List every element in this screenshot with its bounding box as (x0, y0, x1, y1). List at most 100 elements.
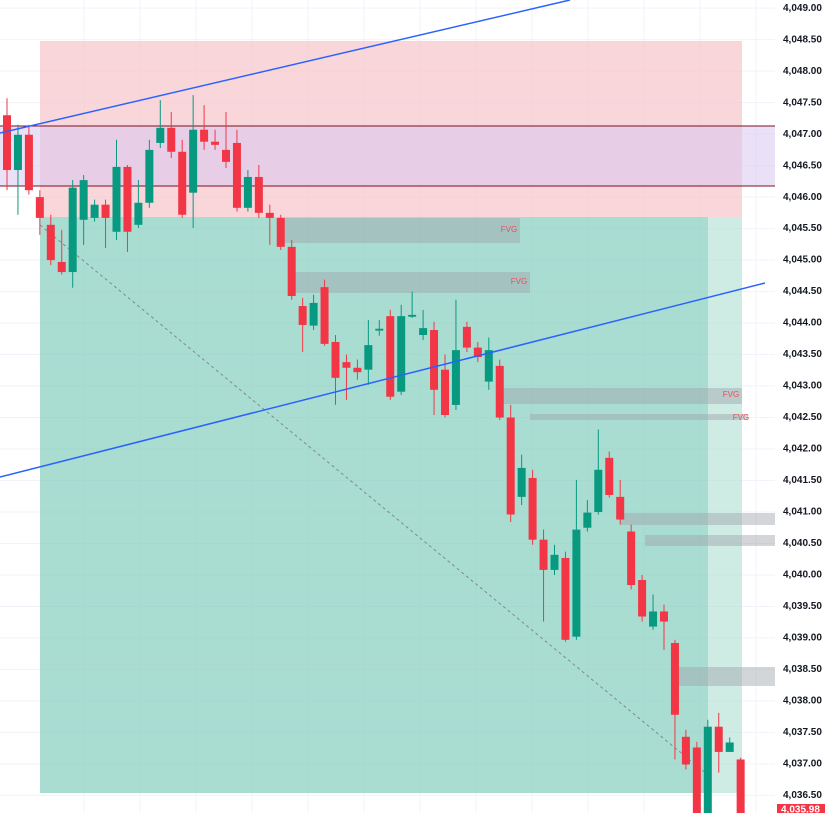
candle-body (167, 127, 176, 152)
target-zone (40, 217, 708, 793)
y-tick-label: 4,047.50 (783, 97, 822, 108)
candle-body (561, 557, 570, 640)
last-price-label: 4,035.98 (781, 805, 820, 813)
candle-body (451, 350, 460, 405)
candle-body (616, 496, 625, 520)
candle-body (495, 365, 504, 418)
candle-body (178, 151, 187, 215)
candle-body (386, 316, 395, 397)
y-tick-label: 4,045.50 (783, 223, 822, 234)
candle-body (375, 328, 384, 331)
candle-body (189, 129, 198, 193)
candle-body (123, 166, 132, 232)
candle-body (408, 314, 417, 317)
candle-body (714, 726, 723, 752)
y-tick-label: 4,043.50 (783, 349, 822, 360)
candle-body (725, 742, 734, 752)
y-tick-label: 4,040.50 (783, 538, 822, 549)
candle-body (276, 217, 285, 247)
y-tick-label: 4,042.50 (783, 412, 822, 423)
candle-body (342, 362, 351, 368)
candle-body (605, 457, 614, 495)
candle-body (627, 531, 636, 586)
candle-body (112, 166, 121, 232)
candle-body (134, 202, 143, 225)
fvg-label: FVG (723, 390, 739, 399)
candle-body (649, 611, 658, 627)
candle-body (222, 149, 230, 162)
candle-body (692, 747, 701, 813)
candle-body (473, 347, 482, 358)
candle-body (254, 176, 263, 213)
candles (3, 95, 745, 813)
candle-body (441, 369, 449, 416)
y-tick-label: 4,045.00 (783, 255, 822, 266)
candle-body (660, 611, 668, 622)
y-tick-label: 4,046.00 (783, 192, 822, 203)
candle-body (287, 246, 296, 296)
y-tick-label: 4,047.00 (783, 129, 822, 140)
y-tick-label: 4,041.50 (783, 475, 822, 486)
candle-body (353, 367, 362, 373)
candle-body (90, 204, 99, 218)
candle-body (670, 642, 679, 715)
candle-body (79, 180, 88, 220)
candle-body (583, 512, 592, 528)
candle-body (462, 326, 471, 348)
candle-body (638, 579, 647, 617)
candle-body (703, 726, 712, 813)
candle-body (46, 224, 55, 261)
candle-body (3, 115, 11, 171)
y-tick-label: 4,036.50 (783, 790, 822, 801)
candle-body (331, 341, 340, 378)
candle-body (528, 477, 537, 540)
y-tick-label: 4,038.00 (783, 696, 822, 707)
candle-body (419, 328, 428, 336)
tick-labels: 4,036.50 4,037.00 4,037.50 4,038.00 4,038.50… (783, 3, 822, 801)
y-tick-label: 4,046.50 (783, 160, 822, 171)
y-tick-label: 4,040.00 (783, 570, 822, 581)
candle-body (572, 529, 581, 637)
last-price-box (777, 804, 825, 813)
y-tick-label: 4,044.00 (783, 318, 822, 329)
candle-body (364, 345, 373, 370)
candle-body (484, 350, 493, 382)
candle-body (68, 187, 77, 273)
candle-body (397, 316, 406, 392)
candle-body (298, 306, 307, 325)
candle-body (232, 142, 241, 208)
y-tick-label: 4,049.00 (783, 3, 822, 14)
candle-body (309, 302, 318, 326)
candle-body (156, 127, 165, 143)
candle-body (145, 149, 154, 203)
y-tick-label: 4,048.50 (783, 34, 822, 45)
candle-body (57, 261, 66, 273)
y-tick-label: 4,037.50 (783, 727, 822, 738)
y-tick-label: 4,044.50 (783, 286, 822, 297)
candle-body (211, 141, 220, 145)
candle-body (594, 469, 603, 512)
price-axis (775, 0, 825, 813)
dashed-line (39, 224, 709, 776)
candle-body (539, 539, 548, 570)
fvg-boxes (277, 218, 775, 686)
y-tick-label: 4,041.00 (783, 507, 822, 518)
y-tick-label: 4,037.00 (783, 759, 822, 770)
candle-body (681, 736, 690, 765)
candle-body (517, 467, 526, 497)
candle-body (13, 134, 22, 171)
y-tick-label: 4,039.50 (783, 601, 822, 612)
fvg-label: FVG (733, 413, 749, 422)
y-tick-label: 4,048.00 (783, 66, 822, 77)
candle-body (101, 204, 110, 218)
trend-line (0, 0, 571, 134)
candle-body (24, 134, 33, 191)
trend-line (0, 282, 766, 478)
fvg-label: FVG (511, 277, 527, 286)
candle-body (35, 197, 44, 218)
candle-body (265, 212, 274, 218)
candle-body (200, 129, 209, 142)
y-tick-label: 4,038.50 (783, 664, 822, 675)
candle-body (430, 329, 439, 390)
